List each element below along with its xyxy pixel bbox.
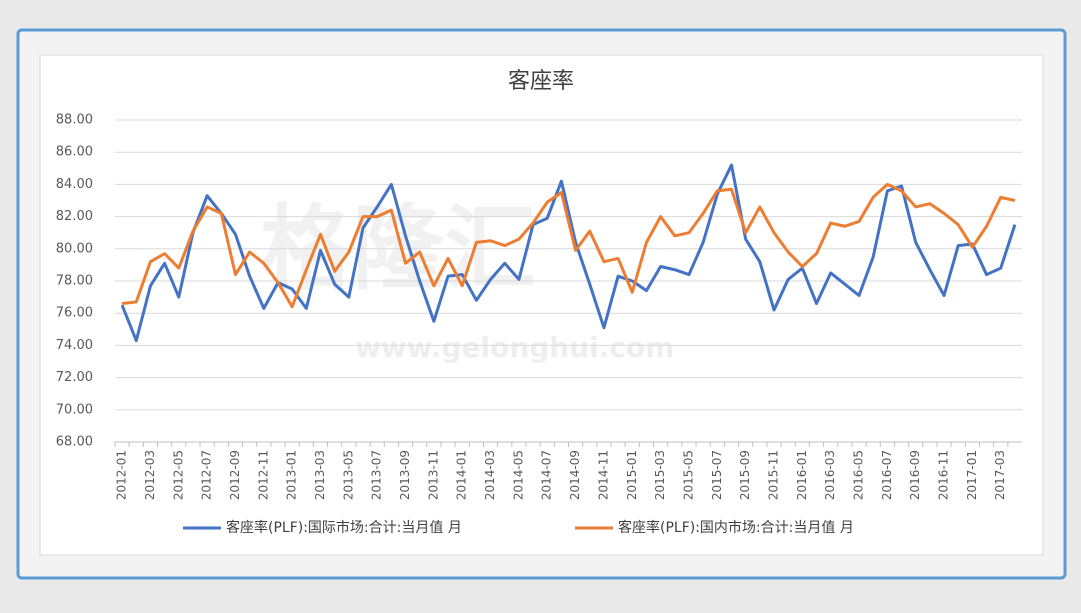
legend-label: 客座率(PLF):国内市场:合计:当月值 月 — [618, 519, 854, 536]
series-line — [121, 182, 1016, 309]
x-tick-label: 2012-03 — [143, 450, 157, 500]
legend-label: 客座率(PLF):国际市场:合计:当月值 月 — [226, 519, 462, 536]
series-line — [120, 163, 1017, 343]
x-tick-label: 2014-01 — [455, 450, 469, 500]
x-tick-label: 2015-07 — [710, 450, 724, 500]
watermark-url: www.gelonghui.com — [355, 331, 674, 364]
x-tick-label: 2012-09 — [228, 450, 242, 500]
x-tick-label: 2013-05 — [341, 450, 355, 500]
x-tick-label: 2015-09 — [738, 450, 752, 500]
x-tick-label: 2015-11 — [766, 450, 780, 500]
y-tick-label: 70.00 — [56, 402, 93, 417]
x-tick-label: 2014-05 — [511, 450, 525, 500]
y-tick-label: 88.00 — [56, 113, 93, 128]
x-tick-label: 2016-05 — [852, 450, 866, 500]
x-tick-label: 2012-01 — [115, 450, 129, 500]
x-tick-label: 2013-09 — [398, 450, 412, 500]
y-tick-label: 84.00 — [56, 177, 93, 192]
x-tick-label: 2012-05 — [171, 450, 185, 500]
x-tick-label: 2015-05 — [681, 450, 695, 500]
x-tick-label: 2016-11 — [937, 450, 951, 500]
x-tick-label: 2017-01 — [965, 450, 979, 500]
x-tick-label: 2012-11 — [256, 450, 270, 500]
x-tick-label: 2014-09 — [568, 450, 582, 500]
x-tick-label: 2016-07 — [880, 450, 894, 500]
y-tick-label: 76.00 — [56, 306, 93, 321]
x-tick-label: 2016-01 — [795, 450, 809, 500]
y-tick-label: 86.00 — [56, 145, 93, 160]
x-tick-label: 2015-03 — [653, 450, 667, 500]
x-tick-label: 2015-01 — [625, 450, 639, 500]
chart-area — [39, 54, 1044, 556]
x-tick-label: 2016-03 — [823, 450, 837, 500]
x-tick-label: 2014-07 — [540, 450, 554, 500]
y-tick-label: 78.00 — [56, 274, 93, 289]
x-tick-label: 2013-03 — [313, 450, 327, 500]
x-tick-label: 2013-01 — [285, 450, 299, 500]
chart-title: 客座率 — [508, 69, 574, 94]
y-tick-label: 72.00 — [56, 370, 93, 385]
y-tick-label: 68.00 — [56, 435, 93, 450]
x-tick-label: 2014-03 — [483, 450, 497, 500]
x-tick-label: 2012-07 — [200, 450, 214, 500]
x-tick-label: 2014-11 — [596, 450, 610, 500]
x-tick-label: 2013-07 — [370, 450, 384, 500]
y-tick-label: 82.00 — [56, 209, 93, 224]
x-tick-label: 2017-03 — [993, 450, 1007, 500]
y-tick-label: 80.00 — [56, 241, 93, 256]
x-tick-label: 2013-11 — [426, 450, 440, 500]
x-tick-label: 2016-09 — [908, 450, 922, 500]
y-tick-label: 74.00 — [56, 338, 93, 353]
